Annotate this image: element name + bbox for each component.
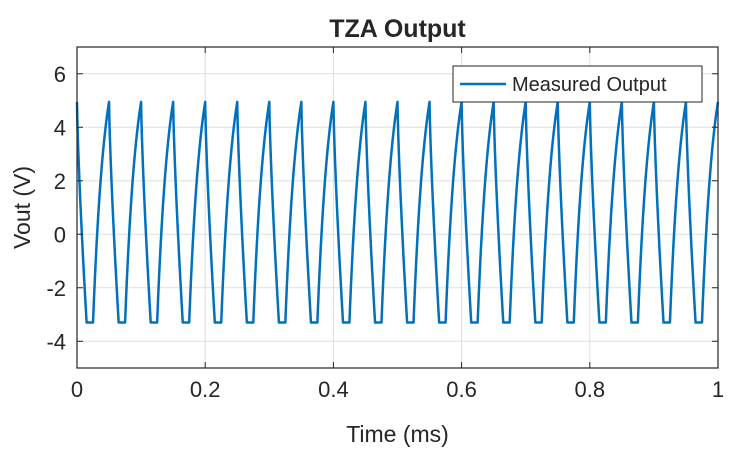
x-tick-label: 0.6 — [446, 377, 477, 402]
chart-title: TZA Output — [329, 15, 466, 43]
y-tick-label: 6 — [54, 62, 66, 87]
y-tick-label: -2 — [46, 276, 66, 301]
axes — [76, 46, 719, 369]
ticks: 0 0.2 0.4 0.6 0.8 1 -4 -2 0 2 4 6 — [46, 47, 724, 402]
y-tick-label: 0 — [54, 222, 66, 247]
legend-entry-measured-output: Measured Output — [512, 74, 667, 96]
x-tick-label: 0.4 — [318, 377, 349, 402]
y-tick-label: 2 — [54, 169, 66, 194]
x-axis-label: Time (ms) — [346, 421, 449, 447]
y-tick-label: 4 — [54, 115, 66, 140]
x-tick-label: 1 — [712, 377, 724, 402]
axes-box — [76, 46, 719, 369]
y-axis-label: Vout (V) — [9, 166, 35, 249]
x-tick-label: 0 — [71, 377, 83, 402]
x-tick-label: 0.8 — [575, 377, 606, 402]
y-tick-label: -4 — [46, 329, 66, 354]
series-line-measured-output — [75, 100, 720, 324]
legend: Measured Output — [452, 65, 703, 103]
series-group — [75, 100, 720, 324]
x-tick-label: 0.2 — [190, 377, 221, 402]
